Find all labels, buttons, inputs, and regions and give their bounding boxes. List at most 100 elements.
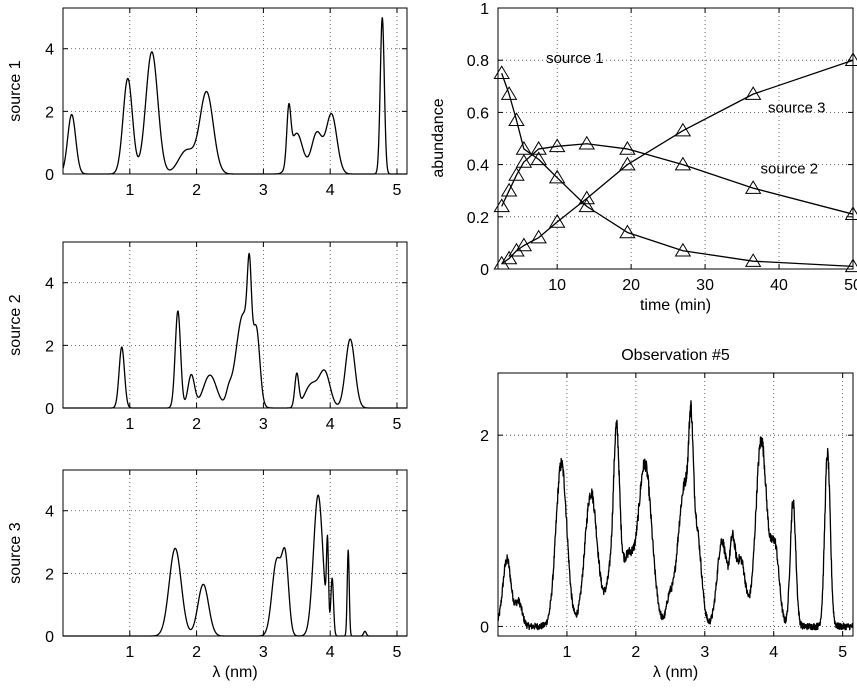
y-tick-label: 0.6 (467, 105, 489, 122)
triangle-marker (674, 156, 692, 171)
y-tick-label: 0.4 (467, 158, 489, 175)
x-tick-label: 5 (393, 182, 402, 199)
series-3 (493, 52, 857, 270)
triangle-marker (578, 198, 595, 213)
x-tick-label: 2 (631, 644, 640, 661)
chart-abundance: 10 20 30 40 50 0 0.2 0.4 0.6 0.8 1 time (min) abunda… (430, 1, 857, 314)
x-tick-label: 5 (838, 644, 847, 661)
x-tick-label: 10 (548, 277, 566, 294)
x-tick-label: 3 (700, 644, 709, 661)
triangle-marker (508, 112, 525, 126)
y-tick-label: 0.8 (467, 53, 489, 70)
triangle-marker (500, 86, 518, 100)
triangle-marker (500, 182, 518, 197)
y-tick-label: 0 (45, 167, 54, 184)
triangle-marker (508, 167, 525, 181)
triangle-marker (844, 52, 857, 66)
x-tick-label: 4 (326, 644, 335, 661)
x-tick-label: 1 (562, 644, 571, 661)
x-tick-label: 3 (259, 182, 268, 199)
triangle-marker (744, 180, 762, 194)
series-2 (493, 135, 857, 220)
series-line (501, 143, 854, 215)
y-tick-label: 2 (45, 104, 54, 121)
chart-title: Observation #5 (621, 347, 730, 364)
y-tick-label: 1 (480, 1, 489, 18)
x-axis-label: λ (nm) (212, 664, 257, 681)
triangle-marker (578, 190, 595, 205)
axes-frame (62, 241, 408, 409)
y-axis-label: source 2 (7, 294, 24, 355)
x-tick-label: 4 (769, 644, 778, 661)
series-annotation: source 2 (761, 161, 819, 178)
x-tick-label: 5 (393, 644, 402, 661)
triangle-marker (530, 151, 547, 166)
series-line (501, 73, 854, 268)
triangle-marker (619, 156, 636, 171)
triangle-marker (515, 237, 533, 252)
x-tick-label: 1 (125, 416, 134, 433)
x-tick-label: 2 (192, 416, 201, 433)
y-axis-label: abundance (430, 98, 447, 177)
triangle-marker (548, 169, 566, 184)
y-tick-label: 0 (480, 262, 489, 279)
triangle-marker (548, 214, 566, 228)
x-tick-label: 5 (393, 416, 402, 433)
chart-observation5: 1 2 3 4 5 0 2 λ (nm) Observation #5 (480, 347, 854, 681)
triangle-marker (674, 122, 692, 137)
triangle-marker (548, 138, 566, 153)
triangle-marker (674, 242, 692, 257)
series-annotation: source 3 (768, 99, 826, 116)
triangle-marker (500, 250, 518, 265)
x-tick-label: 20 (622, 277, 640, 294)
x-axis-label: time (min) (640, 297, 711, 314)
triangle-marker (744, 86, 762, 100)
axes-frame (497, 372, 854, 637)
chart-source1: 1 2 3 4 5 0 2 4 source 1 (7, 7, 408, 199)
x-tick-label: 1 (125, 182, 134, 199)
x-tick-label: 2 (192, 644, 201, 661)
chart-source3: 1 2 3 4 5 0 2 4 λ (nm) source 3 (7, 469, 408, 681)
triangle-marker (493, 65, 510, 79)
x-axis-label: λ (nm) (653, 664, 698, 681)
triangle-marker (515, 154, 533, 168)
x-tick-label: 2 (192, 182, 201, 199)
y-axis-label: source 3 (7, 522, 24, 583)
y-tick-label: 4 (45, 276, 54, 293)
spectrum-line (62, 494, 408, 637)
chart-source2: 1 2 3 4 5 0 2 4 source 2 (7, 241, 408, 433)
triangle-marker (744, 253, 762, 267)
y-tick-label: 0 (45, 629, 54, 646)
triangle-marker (493, 198, 510, 213)
x-tick-label: 3 (259, 416, 268, 433)
y-tick-label: 2 (45, 338, 54, 355)
series-line (501, 59, 854, 265)
x-tick-label: 3 (259, 644, 268, 661)
spectrum-line (497, 400, 854, 631)
y-tick-label: 0 (45, 401, 54, 418)
y-axis-label: source 1 (7, 60, 24, 121)
y-tick-label: 0.2 (467, 210, 489, 227)
y-tick-label: 0 (480, 619, 489, 636)
x-tick-label: 4 (326, 182, 335, 199)
triangle-marker (619, 140, 636, 155)
x-tick-label: 50 (844, 277, 857, 294)
axes-frame (62, 7, 408, 175)
x-tick-label: 40 (770, 277, 788, 294)
triangle-marker (619, 224, 636, 239)
triangle-marker (578, 135, 595, 150)
triangle-marker (530, 140, 547, 155)
y-tick-label: 4 (45, 42, 54, 59)
x-tick-label: 4 (326, 416, 335, 433)
x-tick-label: 30 (696, 277, 714, 294)
series-annotation: source 1 (546, 50, 604, 67)
spectrum-line (62, 17, 408, 175)
axes-frame (497, 7, 854, 270)
triangle-marker (508, 242, 525, 257)
axes-frame (62, 469, 408, 637)
triangle-marker (493, 255, 510, 270)
y-tick-label: 2 (480, 428, 489, 445)
y-tick-label: 4 (45, 504, 54, 521)
y-tick-label: 2 (45, 566, 54, 583)
